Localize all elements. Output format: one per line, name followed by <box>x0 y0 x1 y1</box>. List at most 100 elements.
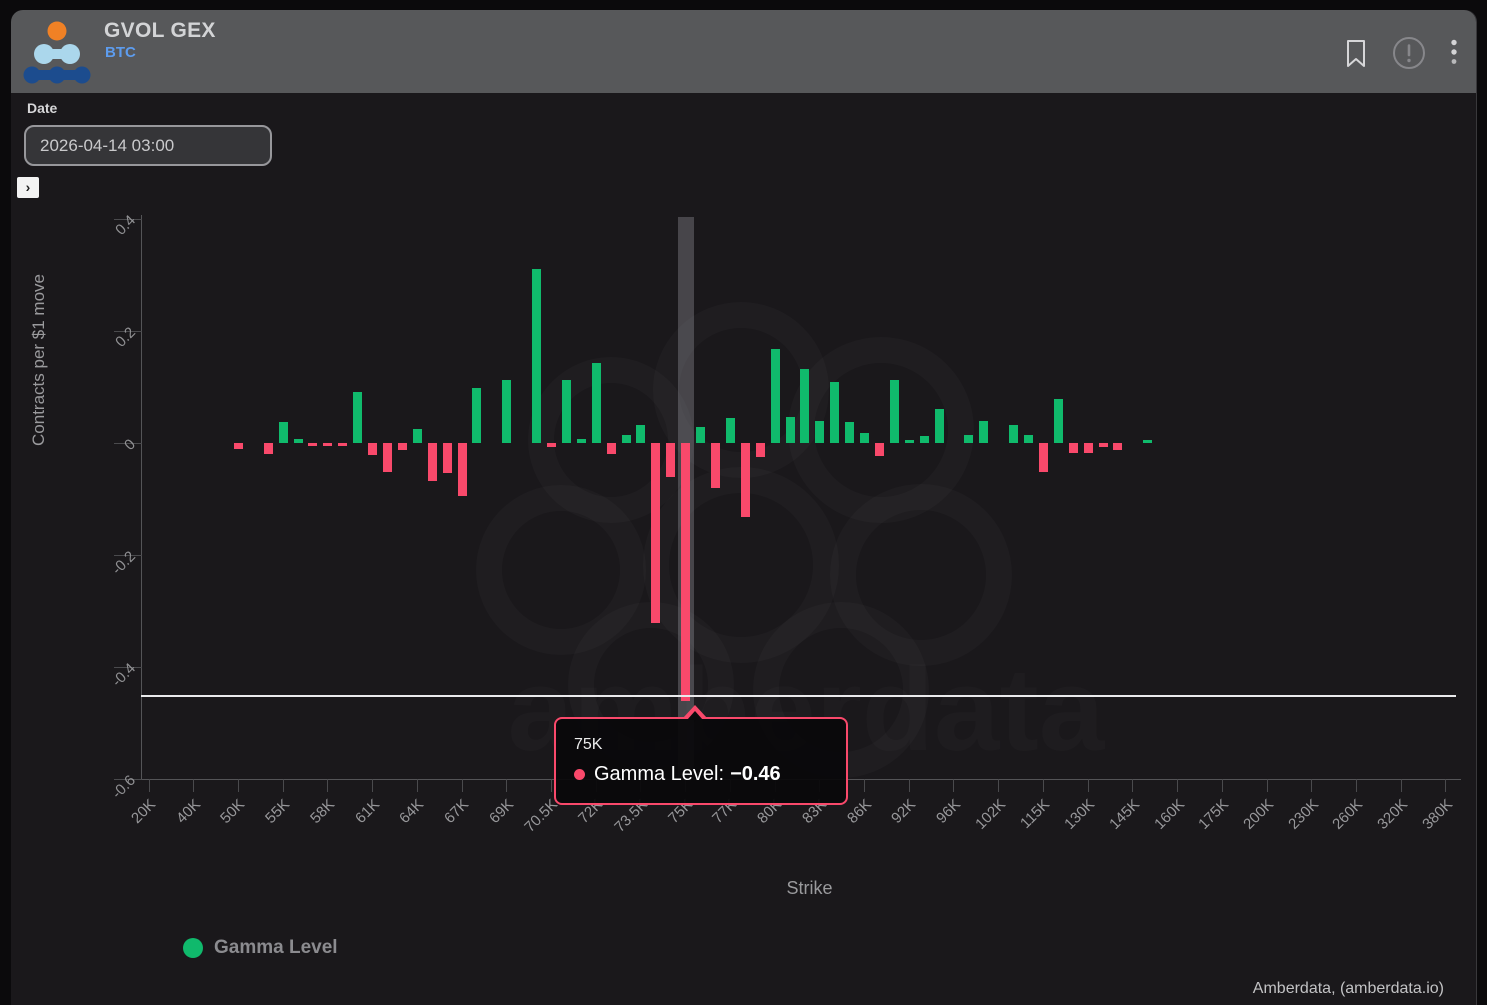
sidebar-expand-button[interactable]: › <box>17 177 39 198</box>
date-label: Date <box>27 100 58 116</box>
plot-area: 20K 40K 50K 55K 58K 61K 64K 67K 69K 70.5K 72K 73.5K… <box>109 212 1461 836</box>
x-tick <box>908 779 910 792</box>
x-tick <box>461 779 463 792</box>
bar-strike-32[interactable] <box>621 435 631 443</box>
bar-strike-22[interactable] <box>472 387 482 443</box>
bar-115K[interactable] <box>1038 443 1048 472</box>
bar-80K[interactable] <box>770 349 780 443</box>
bar-strike-46[interactable] <box>830 381 840 443</box>
x-tick <box>1221 779 1223 792</box>
alert-circle-icon[interactable] <box>1392 36 1426 70</box>
y-tick <box>114 331 142 332</box>
tooltip-strike: 75K <box>574 736 603 753</box>
page-subtitle: BTC <box>105 44 136 61</box>
x-tick <box>550 779 552 792</box>
bar-75K[interactable] <box>681 443 691 701</box>
bar-strike-53[interactable] <box>934 408 944 443</box>
legend-dot-icon <box>183 938 203 958</box>
bar-strike-47[interactable] <box>845 422 855 443</box>
bar-strike-50[interactable] <box>889 380 899 443</box>
x-tick <box>1445 779 1447 792</box>
x-tick <box>193 779 195 792</box>
bar-69K[interactable] <box>502 379 512 443</box>
bar-55K[interactable] <box>278 422 288 443</box>
bar-strike-38[interactable] <box>710 443 720 489</box>
kebab-menu-icon[interactable] <box>1450 38 1458 68</box>
y-axis-line <box>141 215 142 780</box>
y-tick-label: 0.4 <box>112 211 139 239</box>
x-tick <box>864 779 866 792</box>
bar-strike-35[interactable] <box>666 443 676 478</box>
bar-strike-14[interactable] <box>353 392 363 443</box>
legend-label: Gamma Level <box>214 937 338 958</box>
bar-86K[interactable] <box>860 432 870 443</box>
bar-strike-13[interactable] <box>338 443 348 446</box>
bar-strike-55[interactable] <box>964 434 974 443</box>
bar-strike-43[interactable] <box>785 417 795 443</box>
bar-strike-16[interactable] <box>383 443 392 472</box>
bar-strike-19[interactable] <box>427 443 437 482</box>
bar-strike-28[interactable] <box>561 380 571 443</box>
bar-strike-26[interactable] <box>532 269 542 443</box>
bar-strike-8[interactable] <box>263 443 273 455</box>
y-tick <box>114 219 142 220</box>
bar-strike-64[interactable] <box>1098 443 1108 447</box>
bar-strike-29[interactable] <box>576 439 586 443</box>
x-tick <box>148 779 150 792</box>
bar-72K[interactable] <box>591 363 601 443</box>
bar-strike-44[interactable] <box>800 368 810 443</box>
bar-strike-49[interactable] <box>874 443 884 456</box>
tooltip: 75K Gamma Level: −0.46 <box>554 717 848 805</box>
bookmark-icon[interactable] <box>1344 39 1368 68</box>
date-input[interactable] <box>24 125 272 166</box>
x-tick <box>1266 779 1268 792</box>
bar-70.5K[interactable] <box>546 443 556 448</box>
y-tick-label: 0.2 <box>112 323 139 351</box>
tooltip-series-label: Gamma Level: <box>594 763 725 785</box>
bar-strike-58[interactable] <box>1009 424 1019 443</box>
bar-strike-37[interactable] <box>696 426 706 443</box>
bar-61K[interactable] <box>368 443 378 455</box>
x-tick <box>416 779 418 792</box>
bar-strike-67[interactable] <box>1143 440 1153 443</box>
y-tick <box>114 779 142 780</box>
x-tick <box>372 779 374 792</box>
y-tick-label: -0.4 <box>108 659 139 691</box>
bar-strike-52[interactable] <box>919 435 929 443</box>
bar-strike-61[interactable] <box>1053 398 1063 443</box>
bar-strike-34[interactable] <box>651 443 661 623</box>
chevron-right-icon: › <box>25 179 31 195</box>
attribution: Amberdata, (amberdata.io) <box>1252 980 1444 997</box>
bar-strike-41[interactable] <box>755 443 765 457</box>
page-title: GVOL GEX <box>104 19 216 42</box>
x-tick <box>237 779 239 792</box>
bar-64K[interactable] <box>412 429 422 443</box>
bar-strike-20[interactable] <box>442 443 452 474</box>
bar-strike-56[interactable] <box>979 420 989 443</box>
bar-130K[interactable] <box>1083 443 1093 453</box>
bar-67K[interactable] <box>457 443 467 497</box>
x-tick <box>506 779 508 792</box>
x-tick-label: 380K <box>1419 796 1456 833</box>
legend-item-gamma-level[interactable]: Gamma Level <box>183 937 338 959</box>
bar-strike-11[interactable] <box>308 443 318 446</box>
bar-58K[interactable] <box>323 443 333 446</box>
bar-strike-10[interactable] <box>293 438 303 443</box>
widget-card: GVOL GEX BTC Date › <box>11 10 1477 1005</box>
bar-strike-65[interactable] <box>1113 443 1123 450</box>
bar-92K[interactable] <box>904 440 914 443</box>
bar-77K[interactable] <box>725 418 735 443</box>
bar-73.5K[interactable] <box>636 425 646 443</box>
bar-strike-62[interactable] <box>1068 443 1078 453</box>
bar-strike-31[interactable] <box>606 443 616 455</box>
bar-strike-17[interactable] <box>397 443 407 450</box>
bar-83K[interactable] <box>815 420 825 443</box>
x-tick-label: 96K <box>933 796 964 827</box>
x-tick <box>1177 779 1179 792</box>
y-tick <box>114 555 142 556</box>
x-tick <box>1311 779 1313 792</box>
bar-strike-59[interactable] <box>1024 434 1033 443</box>
bar-strike-40[interactable] <box>740 443 750 517</box>
x-tick <box>282 779 284 792</box>
bar-50K[interactable] <box>233 443 243 449</box>
